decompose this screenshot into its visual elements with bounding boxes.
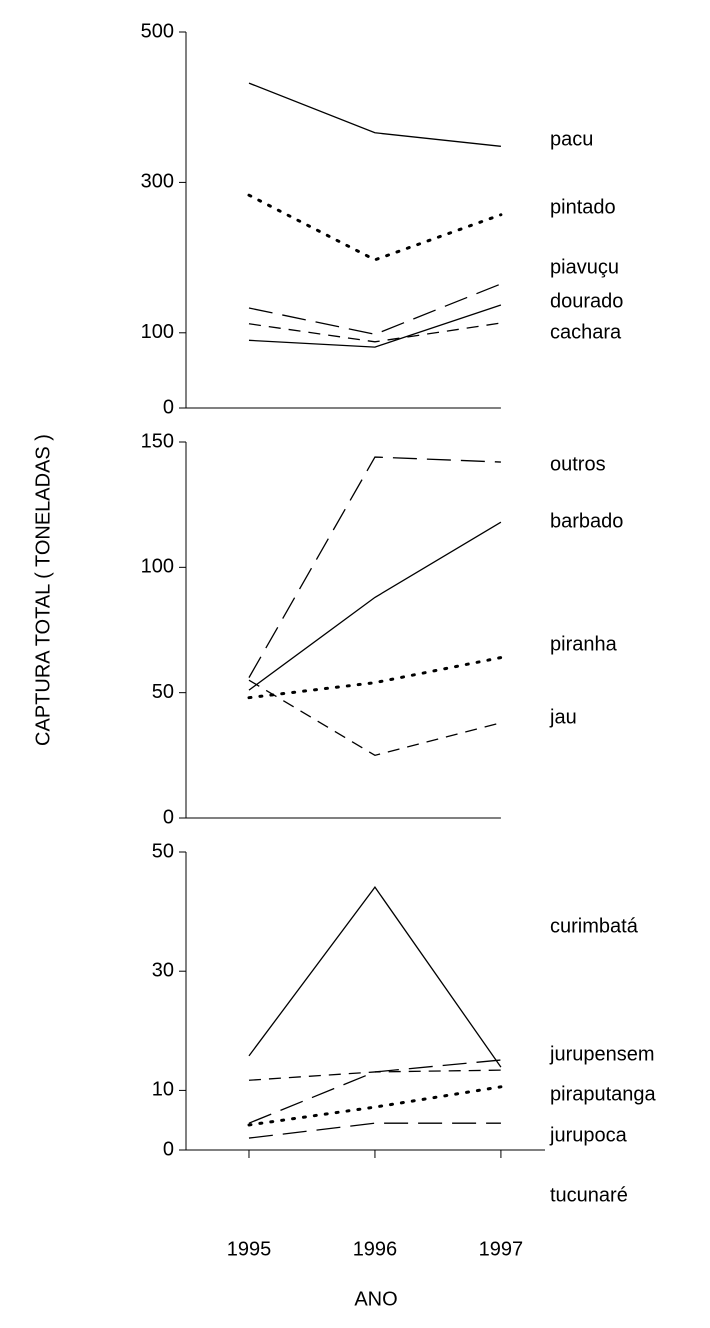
legend-label: pacu	[550, 128, 593, 150]
legend-label: jau	[549, 706, 577, 728]
y-axis-label: CAPTURA TOTAL ( TONELADAS )	[32, 434, 54, 746]
series-line	[248, 886, 502, 1068]
y-tick-label: 0	[163, 396, 174, 418]
series-line	[248, 521, 502, 691]
x-tick-label: 1995	[227, 1238, 272, 1260]
y-tick-label: 300	[141, 171, 174, 193]
series-line	[248, 456, 501, 678]
series-line	[247, 193, 503, 262]
x-axis-label: ANO	[354, 1288, 397, 1310]
y-tick-label: 100	[141, 321, 174, 343]
y-tick-label: 30	[152, 959, 174, 981]
series-line	[247, 656, 503, 700]
legend-label: cachara	[550, 321, 622, 343]
series-line	[248, 82, 501, 147]
y-tick-label: 100	[141, 556, 174, 578]
y-tick-label: 0	[163, 1138, 174, 1160]
legend-label: piraputanga	[550, 1083, 657, 1105]
legend-label: piavuçu	[550, 256, 619, 278]
y-tick-label: 50	[152, 681, 174, 703]
legend-label: outros	[550, 453, 606, 475]
series-line	[248, 679, 502, 757]
legend-label: barbado	[550, 510, 623, 532]
x-tick-label: 1996	[353, 1238, 398, 1260]
series-line	[248, 322, 502, 343]
series-line	[248, 1059, 501, 1124]
legend-label: jurupensem	[549, 1043, 655, 1065]
legend-label: tucunaré	[550, 1184, 628, 1206]
series-line	[248, 304, 502, 348]
legend-label: jurupoca	[549, 1124, 628, 1146]
series-line	[248, 283, 502, 335]
legend-label: curimbatá	[550, 915, 639, 937]
y-tick-label: 150	[141, 430, 174, 452]
legend-label: piranha	[550, 633, 618, 655]
series-line	[248, 1122, 501, 1139]
y-tick-label: 500	[141, 20, 174, 42]
y-tick-label: 10	[152, 1079, 174, 1101]
y-tick-label: 0	[163, 806, 174, 828]
series-line	[247, 1085, 503, 1127]
legend-label: dourado	[550, 290, 623, 312]
x-tick-label: 1997	[479, 1238, 524, 1260]
y-tick-label: 50	[152, 840, 174, 862]
series-line	[248, 1069, 501, 1081]
legend-label: pintado	[550, 196, 616, 218]
